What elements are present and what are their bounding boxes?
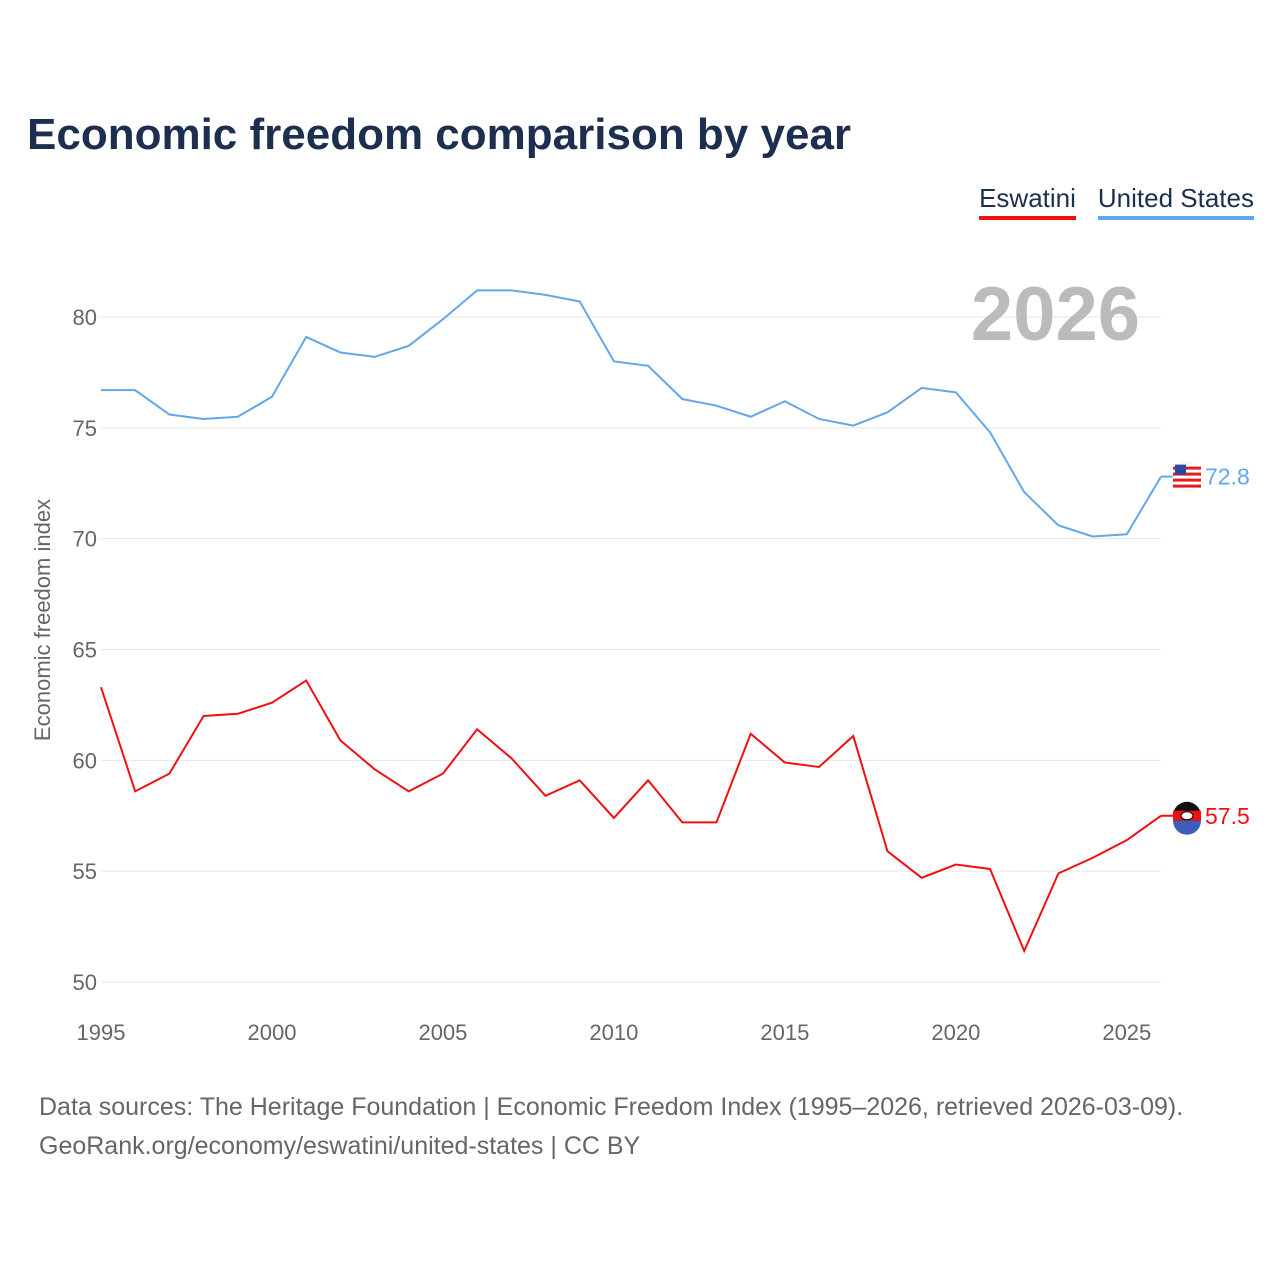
data-sources: Data sources: The Heritage Foundation | … [39, 1093, 1184, 1121]
legend-item-united-states[interactable]: United States [1097, 183, 1254, 220]
y-axis-label: Economic freedom index [30, 499, 55, 741]
y-tick-label: 65 [73, 638, 97, 663]
source-link[interactable]: GeoRank.org/economy/eswatini/united-stat… [39, 1132, 641, 1160]
x-tick-label: 2005 [418, 1020, 467, 1045]
y-tick-label: 50 [73, 970, 97, 995]
us-flag-stripe [1173, 484, 1201, 488]
footer: Data sources: The Heritage Foundation | … [39, 1088, 1183, 1166]
legend: Eswatini United States [979, 183, 1254, 220]
y-tick-label: 60 [73, 748, 97, 773]
x-tick-label: 2020 [931, 1020, 980, 1045]
end-value-label: 72.8 [1205, 464, 1250, 490]
y-tick-label: 75 [73, 416, 97, 441]
x-tick-label: 1995 [77, 1020, 126, 1045]
end-value-label: 57.5 [1205, 803, 1250, 829]
x-tick-label: 2000 [247, 1020, 296, 1045]
series-line-united-states [101, 289, 1162, 538]
year-watermark: 2026 [971, 272, 1140, 357]
y-tick-label: 70 [73, 527, 97, 552]
us-flag-stripe [1173, 466, 1201, 470]
legend-item-eswatini[interactable]: Eswatini [979, 183, 1076, 220]
x-tick-label: 2010 [589, 1020, 638, 1045]
x-tick-label: 2015 [760, 1020, 809, 1045]
us-flag-stripe [1173, 472, 1201, 476]
us-flag-stripe [1173, 478, 1201, 482]
x-tick-label: 2025 [1102, 1020, 1151, 1045]
us-flag-canton [1175, 464, 1186, 475]
eswatini-flag-shield [1180, 811, 1194, 821]
eswatini-flag-blue [1173, 820, 1201, 835]
chart-title: Economic freedom comparison by year [27, 110, 852, 159]
y-tick-label: 80 [73, 305, 97, 330]
y-tick-label: 55 [73, 859, 97, 884]
series-line-eswatini [100, 679, 1162, 954]
